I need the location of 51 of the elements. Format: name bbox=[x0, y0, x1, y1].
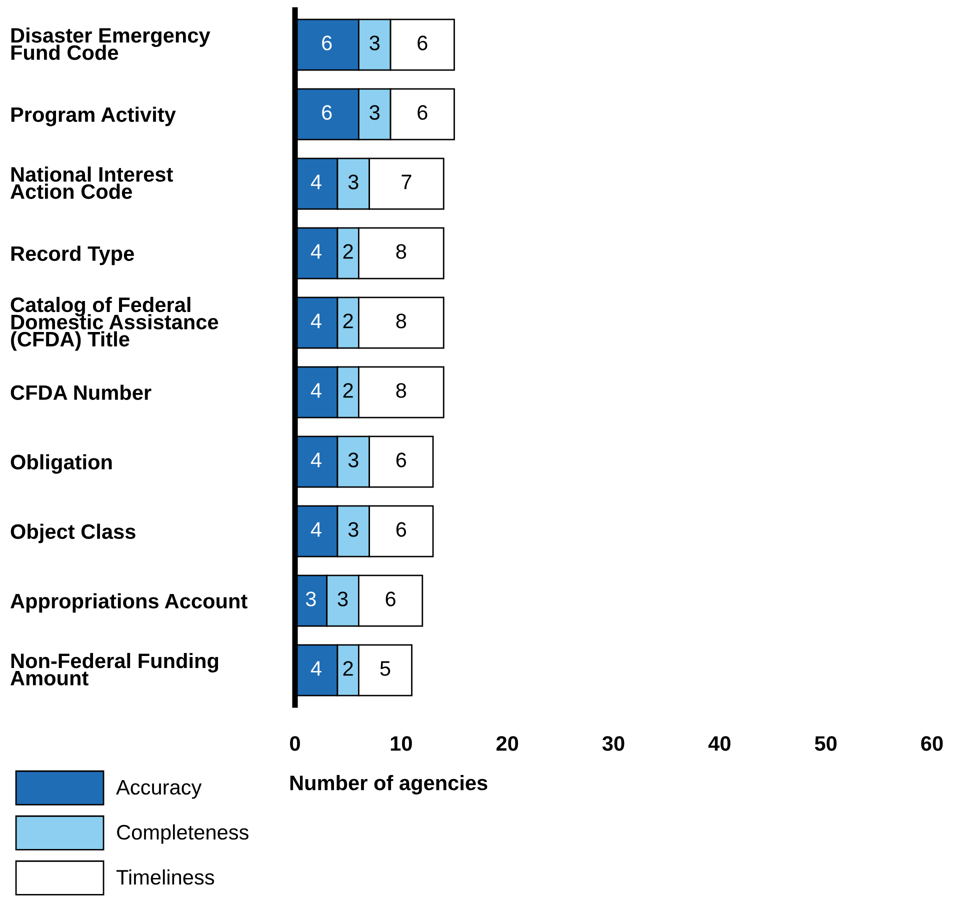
data-label: 3 bbox=[338, 592, 348, 606]
y-tick-label: Appropriations Account bbox=[10, 593, 248, 613]
y-tick-label: Record Type bbox=[11, 246, 134, 266]
legend-label: Completeness bbox=[117, 824, 248, 844]
y-tick-label: Disaster Emergency Fund Code bbox=[11, 27, 210, 60]
data-label: 3 bbox=[348, 452, 358, 468]
data-label: 4 bbox=[310, 244, 322, 259]
data-label: 8 bbox=[396, 244, 406, 259]
data-label: 3 bbox=[370, 36, 380, 50]
x-tick-label: 20 bbox=[496, 736, 518, 751]
data-label: 4 bbox=[310, 174, 322, 190]
data-label: 4 bbox=[310, 452, 322, 468]
data-label: 2 bbox=[343, 383, 353, 398]
legend-label: Accuracy bbox=[116, 780, 202, 799]
data-label: 2 bbox=[343, 661, 353, 676]
data-label: 2 bbox=[343, 244, 353, 259]
y-tick-label: Program Activity bbox=[11, 106, 176, 126]
data-label: 6 bbox=[418, 36, 428, 50]
y-tick-label: Obligation bbox=[10, 454, 112, 474]
data-label: 6 bbox=[418, 105, 428, 120]
data-label: 3 bbox=[348, 174, 358, 190]
data-label: 7 bbox=[402, 174, 412, 190]
data-label: 4 bbox=[310, 522, 322, 537]
data-label: 3 bbox=[306, 592, 316, 606]
data-label: 8 bbox=[396, 383, 406, 398]
data-label: 6 bbox=[322, 36, 332, 50]
data-label: 6 bbox=[396, 452, 406, 468]
y-tick-label: National Interest Action Code bbox=[10, 166, 173, 199]
data-label: 3 bbox=[370, 105, 380, 120]
data-label: 4 bbox=[310, 661, 322, 676]
data-label: 3 bbox=[348, 522, 358, 537]
data-label: 4 bbox=[310, 314, 322, 328]
data-label: 2 bbox=[343, 314, 353, 328]
x-tick-label: 40 bbox=[708, 736, 730, 751]
x-tick-label: 60 bbox=[921, 736, 943, 751]
y-tick-label: Object Class bbox=[10, 524, 136, 544]
legend-label: Timeliness bbox=[116, 869, 214, 885]
data-label: 6 bbox=[386, 592, 396, 606]
data-label: 8 bbox=[396, 314, 406, 328]
y-tick-label: Catalog of Federal Domestic Assistance (CFDA) Title bbox=[10, 296, 218, 351]
y-tick-label: CFDA Number bbox=[10, 384, 152, 400]
data-label: 6 bbox=[396, 522, 406, 537]
x-tick-label: 10 bbox=[390, 736, 412, 751]
y-tick-label: Non-Federal Funding Amount bbox=[10, 652, 218, 686]
x-tick-label: 30 bbox=[602, 736, 624, 751]
x-tick-label: 50 bbox=[814, 736, 837, 751]
x-tick-label: 0 bbox=[290, 736, 300, 751]
data-label: 5 bbox=[380, 661, 390, 676]
data-label: 4 bbox=[310, 383, 322, 398]
x-axis-title: Number of agencies bbox=[290, 775, 488, 795]
data-label: 6 bbox=[322, 105, 332, 120]
